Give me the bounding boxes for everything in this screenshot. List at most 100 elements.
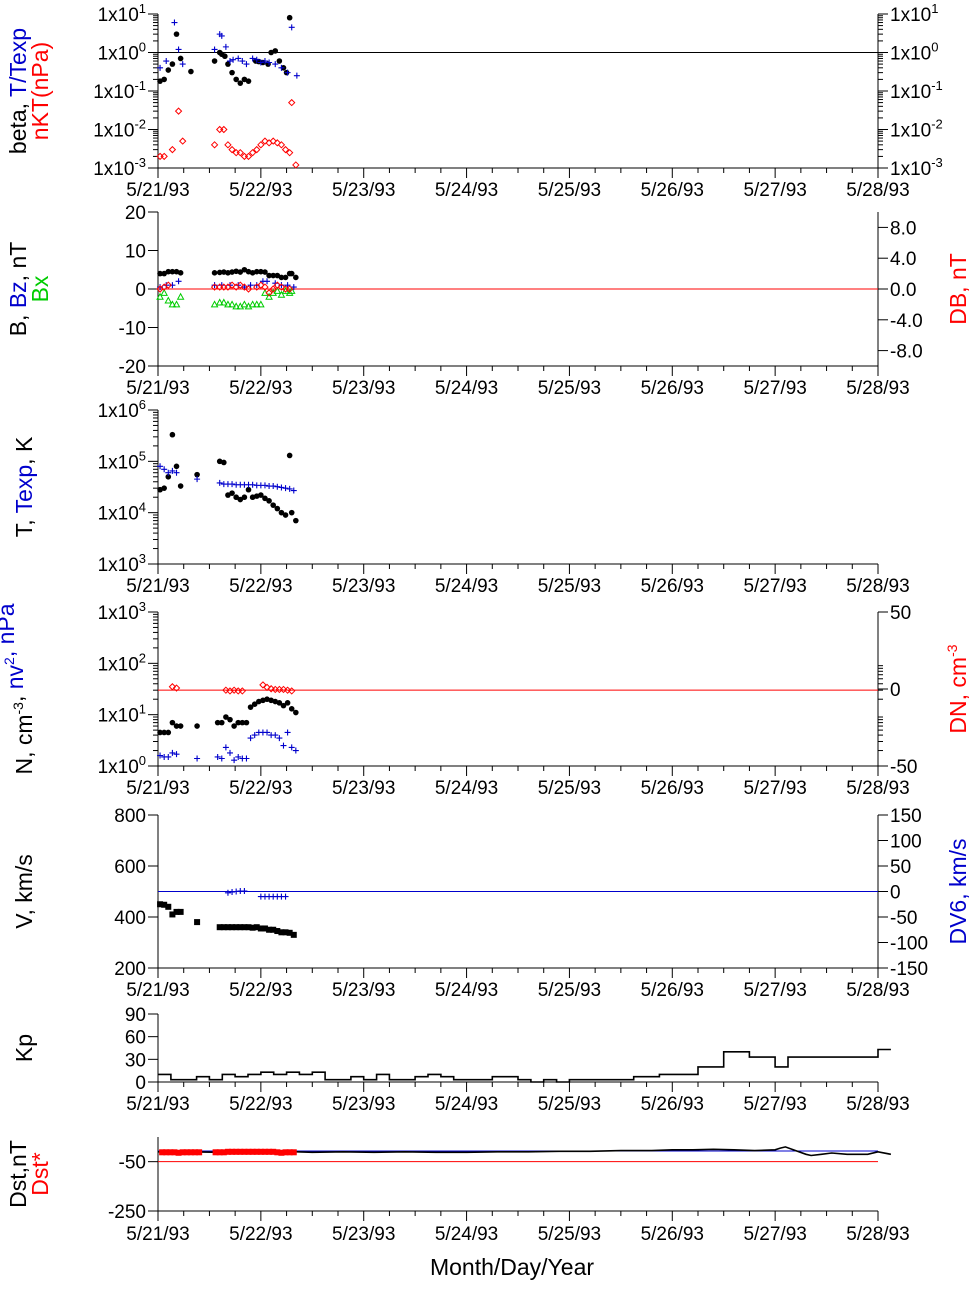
- data-point: [274, 928, 281, 935]
- data-point: [272, 61, 279, 68]
- y-axis-label: V, km/s: [11, 854, 37, 929]
- x-tick-label: 5/23/93: [332, 576, 395, 597]
- data-point: [157, 270, 163, 277]
- series-red: [156, 98, 300, 169]
- right-axis-label: DN, cm-3: [944, 644, 971, 733]
- y-tick-label: 1x101: [98, 702, 146, 727]
- data-point: [167, 1149, 174, 1156]
- right-tick-label: 0: [890, 680, 901, 701]
- data-point: [280, 742, 287, 749]
- x-tick-label: 5/22/93: [229, 576, 292, 597]
- series-black: [157, 431, 299, 524]
- y-tick-label: 20: [125, 203, 146, 224]
- data-point: [245, 924, 252, 931]
- data-point: [215, 298, 224, 306]
- data-point: [233, 1148, 240, 1155]
- data-point: [261, 283, 269, 291]
- y-tick-label: 1x101: [98, 1, 146, 26]
- data-point: [286, 485, 293, 492]
- y-tick-label: -20: [119, 357, 146, 378]
- data-point: [179, 61, 186, 68]
- data-point: [265, 292, 273, 300]
- data-point: [230, 686, 238, 694]
- velocity-panel: 200 400 600 800 -150 -100 -50 0 50 100 150 5/21/93 5…: [11, 806, 971, 1001]
- data-point: [157, 463, 164, 470]
- data-point: [261, 137, 269, 145]
- x-tick-label: 5/26/93: [641, 980, 704, 1001]
- y-tick-label: 1x103: [98, 599, 146, 624]
- data-point: [169, 467, 176, 474]
- x-tick-label: 5/25/93: [538, 378, 601, 399]
- data-point: [169, 61, 176, 67]
- series-green: [156, 286, 296, 310]
- beta-panel: 1x10-3 1x10-2 1x10-1 1x100 1x101 1x10-3 1x10-2…: [5, 1, 943, 201]
- y-tick-label: 1x104: [98, 500, 146, 525]
- data-point: [216, 479, 223, 486]
- data-point: [293, 72, 300, 79]
- series-blue: [157, 19, 300, 79]
- data-point: [261, 58, 268, 65]
- data-point: [161, 466, 168, 473]
- x-tick-label: 5/27/93: [743, 576, 806, 597]
- data-point: [216, 269, 223, 276]
- data-point: [286, 1149, 293, 1156]
- x-tick-label: 5/22/93: [229, 180, 292, 201]
- data-point: [229, 490, 235, 496]
- y-tick-label: 1x10-2: [93, 117, 146, 142]
- y-tick-label: -10: [119, 319, 146, 340]
- right-tick-label: -8.0: [890, 342, 923, 363]
- data-point: [278, 509, 285, 516]
- x-tick-label: 5/27/93: [743, 180, 806, 201]
- right-tick-label: -50: [890, 908, 917, 929]
- right-tick-label: 8.0: [890, 218, 916, 239]
- data-point: [257, 1148, 264, 1155]
- y-tick-label: 1x106: [98, 397, 146, 422]
- data-point: [243, 719, 250, 726]
- x-tick-label: 5/26/93: [641, 576, 704, 597]
- x-tick-label: 5/23/93: [332, 980, 395, 1001]
- data-point: [239, 58, 246, 65]
- data-point: [237, 80, 244, 86]
- data-point: [247, 735, 254, 742]
- data-point: [247, 282, 254, 289]
- data-point: [194, 755, 201, 762]
- y-axis-label: Dst,nT: [5, 1140, 31, 1208]
- data-point: [216, 125, 224, 134]
- data-point: [277, 141, 286, 149]
- right-tick-label: -100: [890, 934, 928, 955]
- data-point: [288, 270, 295, 277]
- data-point: [275, 685, 284, 694]
- data-point: [278, 64, 285, 71]
- x-tick-label: 5/24/93: [435, 378, 498, 399]
- data-point: [165, 67, 172, 73]
- data-point: [278, 484, 285, 491]
- data-point: [229, 69, 235, 76]
- right-tick-label: 1x100: [890, 40, 938, 65]
- data-point: [224, 300, 232, 308]
- x-tick-label: 5/26/93: [641, 378, 704, 399]
- data-point: [263, 683, 271, 692]
- x-tick-label: 5/28/93: [846, 1094, 909, 1115]
- data-point: [258, 492, 264, 498]
- x-tick-label: 5/25/93: [538, 1094, 601, 1115]
- data-point: [282, 1149, 289, 1156]
- density-panel: 1x100 1x101 1x102 1x103 -50 0 50 5/21/93 5/22/93…: [0, 599, 971, 799]
- data-point: [173, 463, 180, 470]
- right-axis-label: DB, nT: [945, 253, 971, 325]
- data-point: [196, 1149, 203, 1156]
- data-point: [253, 268, 260, 275]
- x-tick-label: 5/25/93: [538, 980, 601, 1001]
- data-point: [222, 686, 230, 694]
- data-point: [274, 505, 281, 512]
- data-point: [169, 719, 176, 726]
- data-point: [173, 723, 180, 729]
- data-point: [264, 729, 271, 736]
- data-point: [236, 148, 244, 157]
- data-point: [227, 282, 233, 289]
- data-point: [188, 68, 194, 75]
- data-point: [288, 687, 296, 695]
- data-point: [282, 274, 289, 281]
- y-tick-label: 1x102: [98, 650, 146, 675]
- data-point: [239, 719, 246, 726]
